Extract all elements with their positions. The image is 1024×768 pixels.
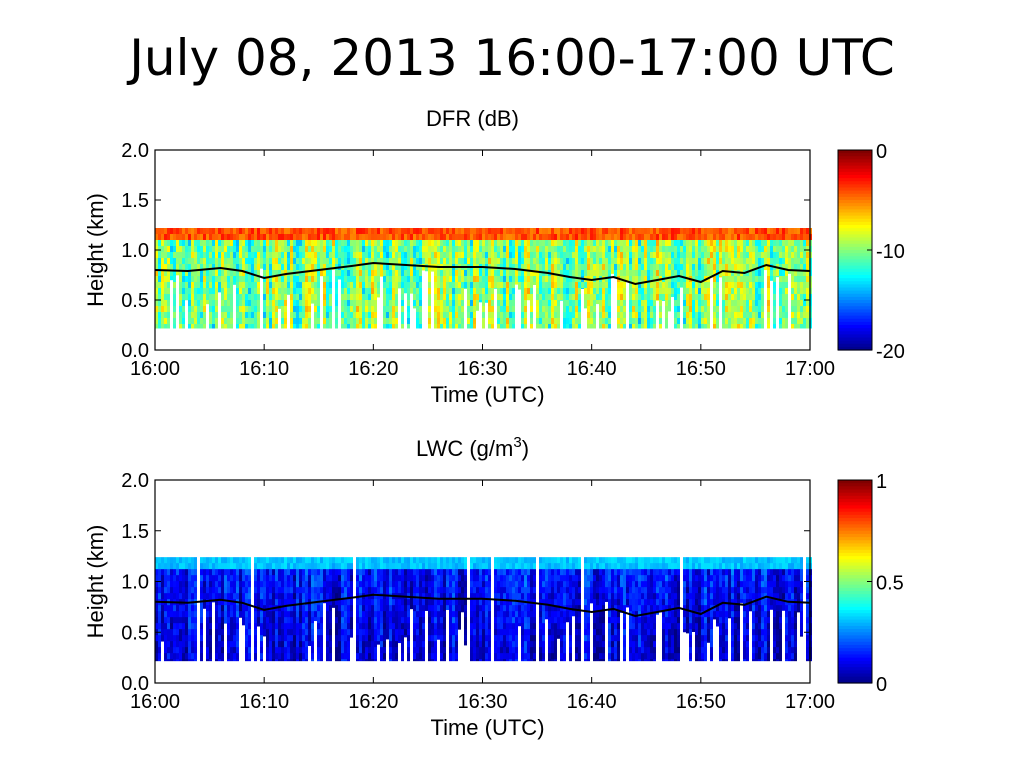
y-tick-label: 0.5 bbox=[121, 622, 149, 644]
boundary-line bbox=[154, 593, 811, 618]
colorbar-tick-label: 1 bbox=[876, 471, 887, 493]
colorbar-tick-label: -20 bbox=[876, 341, 905, 363]
x-tick-label: 16:50 bbox=[676, 358, 726, 380]
x-tick-label: 16:30 bbox=[457, 691, 507, 713]
x-axis-label: Time (UTC) bbox=[430, 382, 544, 407]
y-tick-label: 1.0 bbox=[121, 572, 149, 594]
boundary-line bbox=[154, 261, 811, 286]
x-axis-label: Time (UTC) bbox=[430, 715, 544, 740]
y-tick-label: 1.0 bbox=[121, 240, 149, 262]
x-tick-label: 16:10 bbox=[239, 691, 289, 713]
x-tick-label: 16:00 bbox=[130, 358, 180, 380]
y-tick-label: 0.5 bbox=[121, 290, 149, 312]
colorbar-tick-label: -10 bbox=[876, 241, 905, 263]
chart-panel-1: DFR (dB) 16:00 16:10 16:20 16:30 16:40 16:50 17… bbox=[83, 106, 905, 407]
colorbar: 0 -10 -20 bbox=[837, 141, 905, 363]
x-tick-label: 16:20 bbox=[348, 358, 398, 380]
chart-title: LWC (g/m3) bbox=[416, 434, 529, 461]
x-tick-label: 16:40 bbox=[567, 691, 617, 713]
x-tick-label: 16:20 bbox=[348, 691, 398, 713]
x-tick-label: 16:00 bbox=[130, 691, 180, 713]
heatmap-field bbox=[155, 228, 812, 329]
y-tick-label: 2.0 bbox=[121, 140, 149, 162]
y-axis-label: Height (km) bbox=[83, 525, 108, 639]
colorbar-tick-label: 0 bbox=[876, 674, 887, 696]
colorbar-tick-label: 0.5 bbox=[876, 573, 904, 595]
y-axis-label: Height (km) bbox=[83, 193, 108, 307]
x-tick-label: 16:50 bbox=[676, 691, 726, 713]
y-tick-label: 2.0 bbox=[121, 470, 149, 492]
chart-panel-2: LWC (g/m3) 16:00 16:10 16:20 16:30 16:40 16:50… bbox=[83, 434, 904, 740]
x-tick-label: 17:00 bbox=[785, 358, 835, 380]
y-tick-label: 0.0 bbox=[121, 340, 149, 362]
slide-title: July 08, 2013 16:00-17:00 UTC bbox=[129, 29, 895, 87]
y-tick-label: 1.5 bbox=[121, 190, 149, 212]
heatmap-field bbox=[155, 557, 812, 662]
x-tick-label: 17:00 bbox=[785, 691, 835, 713]
chart-title: DFR (dB) bbox=[426, 106, 519, 131]
x-tick-label: 16:40 bbox=[567, 358, 617, 380]
y-tick-label: 0.0 bbox=[121, 673, 149, 695]
y-tick-label: 1.5 bbox=[121, 521, 149, 543]
x-tick-label: 16:30 bbox=[457, 358, 507, 380]
x-tick-label: 16:10 bbox=[239, 358, 289, 380]
colorbar: 10.50 bbox=[837, 471, 904, 696]
colorbar-tick-label: 0 bbox=[876, 141, 887, 163]
